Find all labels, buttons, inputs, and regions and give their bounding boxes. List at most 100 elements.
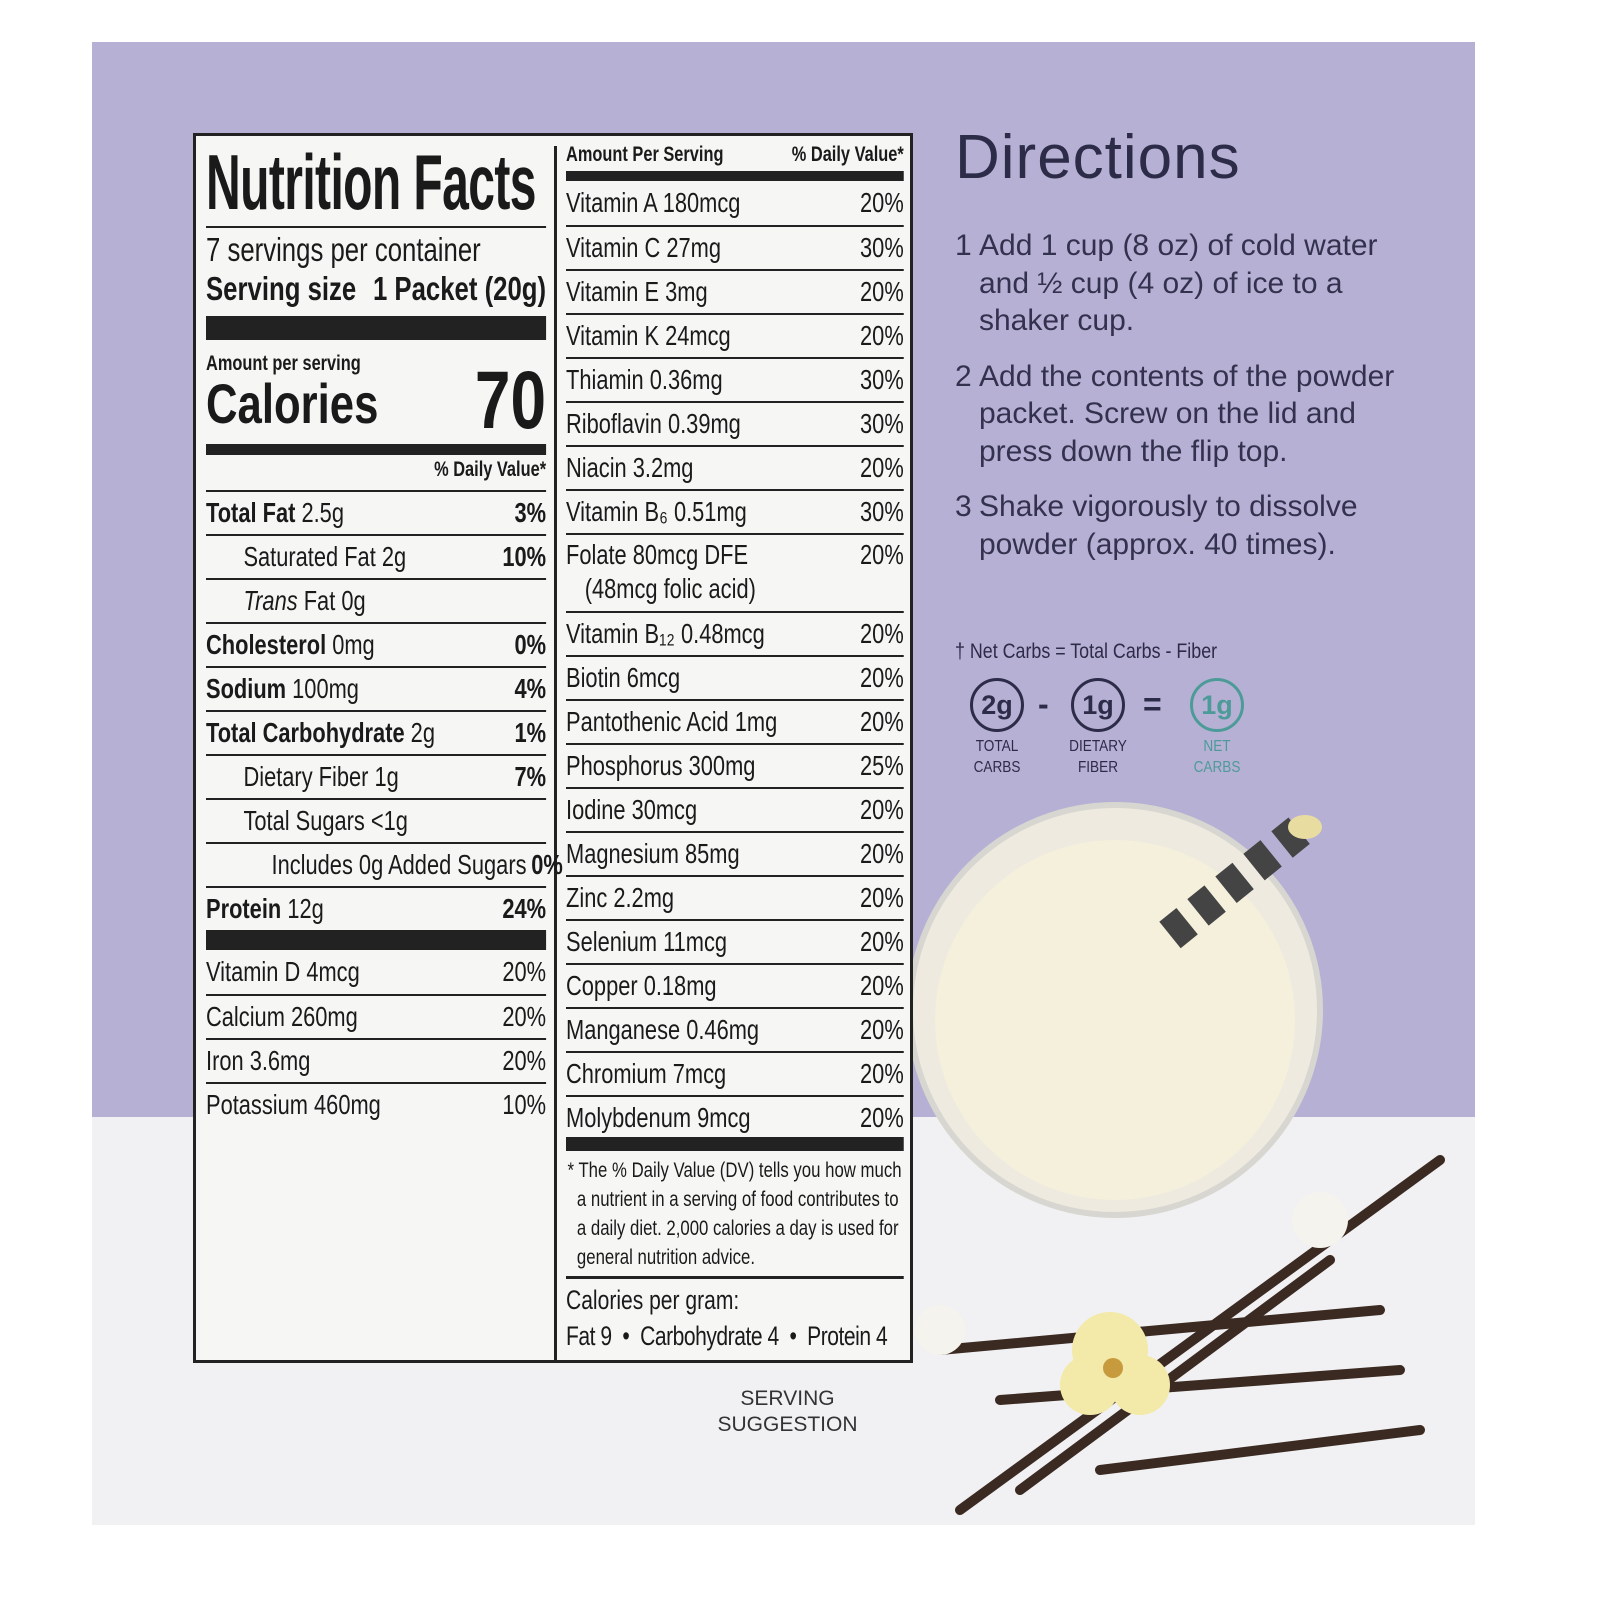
vitamin-name: Zinc 2.2mg <box>566 882 674 914</box>
nutrient-amount: 1g <box>374 761 399 792</box>
vitamin-dv: 20% <box>860 452 904 483</box>
nutrient-rows: Total Fat 2.5g 3% Saturated Fat 2g 10% Trans… <box>206 490 563 930</box>
nutrient-amount: 0mg <box>332 629 375 660</box>
vitamin-row: Niacin 3.2mg 20% <box>566 445 904 489</box>
nutrient-dv: 1% <box>514 717 547 748</box>
nutrient-amount: 100mg <box>292 673 359 704</box>
vitamin-name: Riboflavin 0.39mg <box>566 408 741 440</box>
thick-rule <box>206 316 547 340</box>
vitamin-name: Vitamin D 4mcg <box>206 956 360 987</box>
vitamin-name: Biotin 6mcg <box>566 662 680 694</box>
vitamin-row: Pantothenic Acid 1mg 20% <box>566 699 904 743</box>
nutrient-row: Dietary Fiber 1g 7% <box>206 754 547 798</box>
vitamin-row: Biotin 6mcg 20% <box>566 655 904 699</box>
vanilla-flower <box>1060 1312 1170 1415</box>
nutrient-label: Total Fat <box>206 497 296 528</box>
daily-value-header: % Daily Value* <box>791 143 904 166</box>
nutrient-name: Dietary Fiber 1g <box>206 761 399 793</box>
daily-value-footnote: * The % Daily Value (DV) tells you how m… <box>567 1158 902 1269</box>
vitamin-name: Pantothenic Acid 1mg <box>566 706 777 738</box>
step-text: Add the contents of the powder packet. S… <box>979 359 1395 468</box>
vitamin-row: Vitamin B₁₂ 0.48mcg 20% <box>566 611 904 655</box>
vitamin-row: Manganese 0.46mg 20% <box>566 1007 904 1051</box>
vitamin-label: Selenium 11mcg <box>566 926 728 957</box>
vitamin-label: Chromium 7mcg <box>566 1058 727 1089</box>
vitamin-dv: 20% <box>860 706 904 737</box>
vitamin-dv: 20% <box>860 794 904 825</box>
vitamin-dv: 20% <box>860 1102 904 1133</box>
vitamin-row: Vitamin C 27mg 30% <box>566 225 904 269</box>
nutrient-name: Cholesterol 0mg <box>206 629 375 661</box>
serving-size: Serving size 1 Packet (20g) <box>206 270 546 312</box>
nutrient-row: Total Fat 2.5g 3% <box>206 490 547 534</box>
nutrient-amount: 2g <box>410 717 435 748</box>
nutrient-label: Trans <box>243 585 298 616</box>
serving-size-label: Serving size <box>206 270 357 307</box>
straw-icon <box>1159 815 1322 949</box>
vitamin-row: Folate 80mcg DFE (48mcg folic acid) 20% <box>566 533 904 611</box>
nutrient-dv: 24% <box>502 893 547 924</box>
vitamin-dv: 25% <box>860 750 904 781</box>
nutrient-row: Total Sugars <1g <box>206 798 547 842</box>
vitamin-subtext: (48mcg folic acid) <box>584 573 756 604</box>
vitamin-label: Magnesium 85mg <box>566 838 740 869</box>
vitamin-name: Selenium 11mcg <box>566 926 727 958</box>
vitamin-label: Iodine 30mcg <box>566 794 698 825</box>
vitamin-label: Riboflavin 0.39mg <box>566 408 741 439</box>
vitamin-row: Vitamin E 3mg 20% <box>566 269 904 313</box>
net-carbs-circle: 1g <box>1190 678 1244 732</box>
directions-title: Directions <box>955 123 1241 192</box>
thick-rule <box>206 930 547 950</box>
vitamin-name: Phosphorus 300mg <box>566 750 755 782</box>
nutrition-left-column: Nutrition Facts 7 servings per container… <box>206 136 563 1126</box>
column-divider <box>554 146 557 1360</box>
vitamin-label: Phosphorus 300mg <box>566 750 756 781</box>
vitamin-dv: 20% <box>860 882 904 913</box>
vitamin-dv: 20% <box>860 539 904 570</box>
vitamin-row: Iron 3.6mg 20% <box>206 1038 547 1082</box>
vitamin-label: Copper 0.18mg <box>566 970 717 1001</box>
vitamin-name: Vitamin A 180mcg <box>566 187 740 219</box>
nutrition-facts-label: Nutrition Facts 7 servings per container… <box>193 133 913 1363</box>
right-header: Amount Per Serving % Daily Value* <box>566 136 904 171</box>
nutrient-amount: Fat 0g <box>303 585 366 616</box>
medium-rule <box>206 444 547 455</box>
vitamin-dv: 20% <box>860 1014 904 1045</box>
nutrient-name: Saturated Fat 2g <box>206 541 406 573</box>
vitamin-dv: 20% <box>860 970 904 1001</box>
vitamin-row: Potassium 460mg 10% <box>206 1082 547 1126</box>
vitamin-dv: 20% <box>860 187 904 218</box>
nutrient-dv: 0% <box>514 629 547 660</box>
net-carbs-formula: † Net Carbs = Total Carbs - Fiber <box>955 640 1218 663</box>
vitamin-name: Niacin 3.2mg <box>566 452 693 484</box>
serving-size-value: 1 Packet (20g) <box>372 270 547 307</box>
nutrient-name: Total Carbohydrate 2g <box>206 717 435 749</box>
calories-row: Calories 70 <box>206 360 546 442</box>
vitamin-dv: 30% <box>860 232 904 263</box>
vitamin-name: Folate 80mcg DFE (48mcg folic acid) <box>566 539 756 605</box>
daily-value-header: % Daily Value* <box>434 458 547 481</box>
vitamin-dv: 30% <box>860 496 904 527</box>
equals-sign: = <box>1143 686 1162 722</box>
vitamin-row: Vitamin B₆ 0.51mg 30% <box>566 489 904 533</box>
vanilla-shake-image <box>907 802 1445 1515</box>
vitamin-row: Copper 0.18mg 20% <box>566 963 904 1007</box>
vitamin-dv: 20% <box>860 926 904 957</box>
nutrient-label: Cholesterol <box>206 629 327 660</box>
nutrient-label: Total Sugars <box>243 805 365 836</box>
vitamin-rows-right: Vitamin A 180mcg 20% Vitamin C 27mg 30% Vita… <box>566 181 904 1139</box>
label-title: Nutrition Facts <box>206 138 536 226</box>
vitamin-label: Pantothenic Acid 1mg <box>566 706 778 737</box>
medium-rule <box>566 171 904 181</box>
vitamin-label: Folate 80mcg DFE <box>566 539 749 570</box>
vitamin-dv: 20% <box>860 662 904 693</box>
nutrient-name: Sodium 100mg <box>206 673 359 705</box>
vitamin-dv: 30% <box>860 408 904 439</box>
nutrient-name: Total Fat 2.5g <box>206 497 344 529</box>
vitamin-name: Manganese 0.46mg <box>566 1014 759 1046</box>
vitamin-row: Thiamin 0.36mg 30% <box>566 357 904 401</box>
vitamin-row: Magnesium 85mg 20% <box>566 831 904 875</box>
calories-per-gram-label: Calories per gram: <box>566 1276 904 1316</box>
nutrient-label: Total Carbohydrate <box>206 717 405 748</box>
nutrient-row: Includes 0g Added Sugars 0% <box>206 842 563 886</box>
